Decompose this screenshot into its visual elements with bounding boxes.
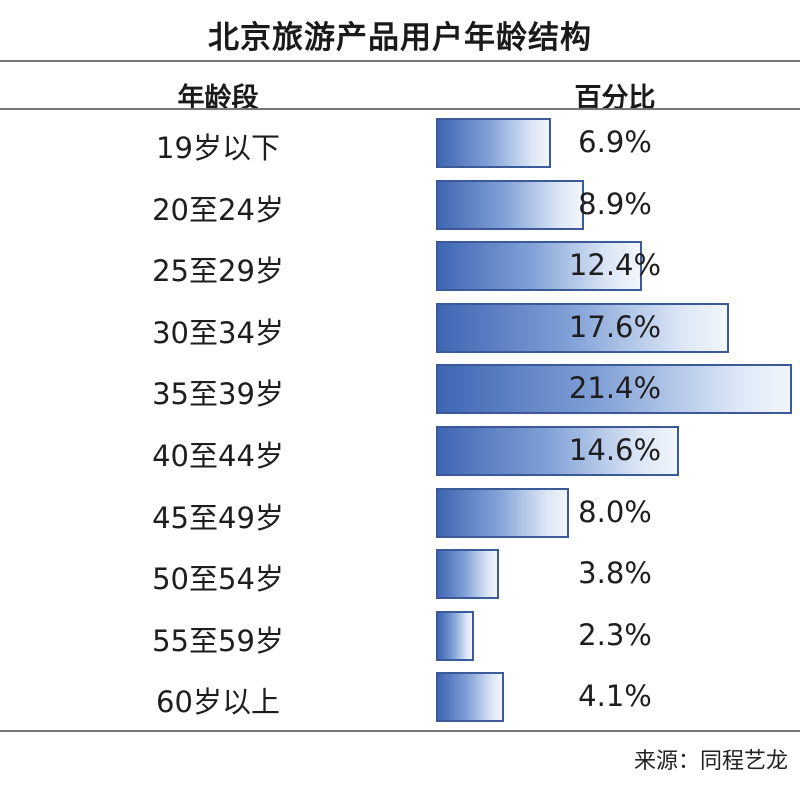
value-label: 8.9% (578, 186, 652, 221)
bar (436, 672, 505, 723)
category-label: 20至24岁 (152, 192, 284, 227)
footer-divider (0, 730, 800, 732)
bar (436, 426, 679, 476)
bar (436, 241, 643, 292)
value-label: 3.8% (578, 556, 652, 591)
value-label: 4.1% (578, 679, 652, 714)
value-label: 14.6% (568, 433, 662, 467)
bar (436, 549, 500, 600)
bar (436, 179, 585, 230)
value-label: 17.6% (568, 309, 662, 344)
chart-title: 北京旅游产品用户年龄结构 (208, 20, 592, 56)
value-label: 8.0% (578, 494, 652, 529)
bar (436, 487, 570, 538)
value-label: 21.4% (568, 371, 662, 406)
value-label: 2.3% (578, 617, 652, 652)
title-divider (0, 60, 800, 62)
category-label: 60岁以上 (156, 685, 280, 720)
bar (436, 302, 729, 353)
bar (436, 118, 551, 168)
category-label: 30至34岁 (152, 315, 284, 350)
bar (436, 610, 475, 661)
category-label: 45至49岁 (152, 500, 284, 535)
header-divider (0, 108, 800, 110)
category-label: 55至59岁 (152, 623, 284, 658)
value-label: 12.4% (568, 248, 662, 283)
category-label: 50至54岁 (152, 562, 284, 597)
category-label: 35至39岁 (152, 377, 284, 412)
value-label: 6.9% (578, 125, 652, 159)
bar (436, 364, 792, 415)
category-label: 19岁以下 (156, 131, 280, 165)
category-label: 25至29岁 (152, 254, 284, 289)
category-label: 40至44岁 (152, 439, 284, 473)
source-note: 来源：同程艺龙 (633, 749, 788, 774)
